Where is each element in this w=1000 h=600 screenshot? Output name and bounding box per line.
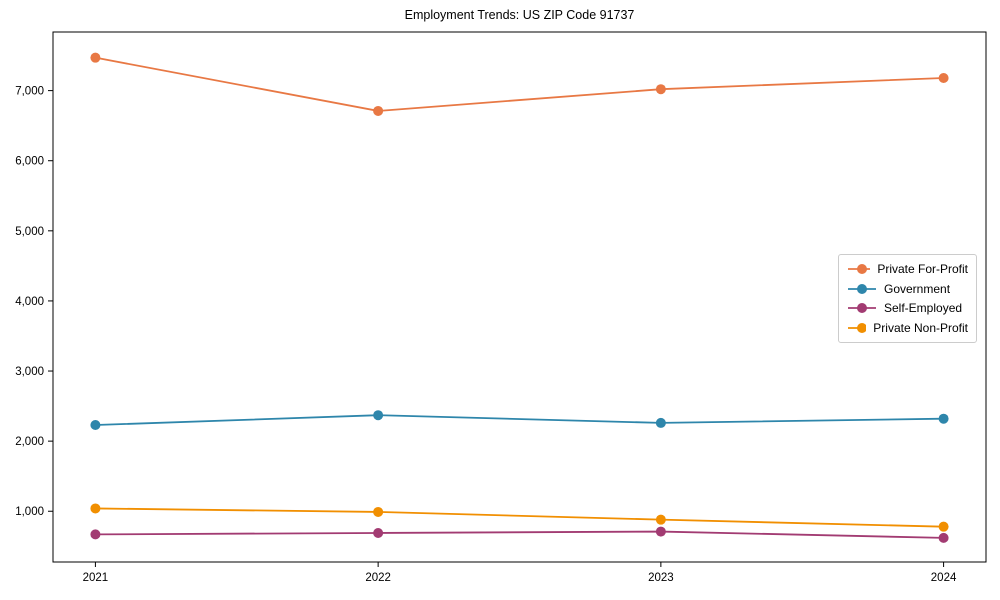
series-line-self-employed — [94, 530, 945, 539]
y-tick-label: 4,000 — [15, 296, 44, 308]
chart-title: Employment Trends: US ZIP Code 91737 — [404, 8, 635, 22]
legend-label: Government — [884, 281, 951, 296]
legend-line-marker-icon — [848, 323, 867, 334]
y-tick-label: 5,000 — [15, 226, 44, 238]
x-tick-label: 2021 — [83, 572, 109, 584]
series-line-private-non-profit — [94, 507, 945, 528]
y-tick-label: 3,000 — [15, 366, 44, 378]
legend-label: Private For-Profit — [877, 261, 968, 276]
series-marker-government — [373, 410, 384, 421]
series-marker-private-for-profit — [373, 105, 384, 116]
series-marker-private-non-profit — [655, 514, 666, 525]
legend-line-marker-icon — [848, 263, 871, 274]
series-marker-self-employed — [655, 526, 666, 537]
legend: Private For-Profit Government Self-Employe… — [838, 254, 977, 343]
y-tick-label: 2,000 — [15, 436, 44, 448]
series-marker-government — [938, 413, 949, 424]
series-marker-private-for-profit — [938, 72, 949, 83]
series-marker-private-non-profit — [373, 506, 384, 517]
legend-item-private-non-profit: Private Non-Profit — [847, 319, 968, 338]
legend-item-government: Government — [847, 279, 968, 298]
series-marker-private-non-profit — [938, 521, 949, 532]
series-marker-self-employed — [373, 527, 384, 538]
y-tick-label: 7,000 — [15, 86, 44, 98]
series-marker-government — [655, 417, 666, 428]
legend-line-marker-icon — [848, 283, 876, 294]
plot-frame — [52, 31, 987, 563]
y-tick-label: 1,000 — [15, 506, 44, 518]
x-tick-label: 2022 — [365, 572, 391, 584]
legend-label: Self-Employed — [884, 301, 963, 316]
legend-label: Private Non-Profit — [873, 321, 968, 336]
series-marker-self-employed — [90, 529, 101, 540]
series-line-government — [94, 414, 945, 426]
series-marker-private-non-profit — [90, 503, 101, 514]
y-tick-label: 6,000 — [15, 156, 44, 168]
series-marker-government — [90, 420, 101, 431]
x-tick-label: 2023 — [648, 572, 674, 584]
series-marker-private-for-profit — [655, 84, 666, 95]
series-line-private-for-profit — [94, 56, 945, 112]
legend-item-private-for-profit: Private For-Profit — [847, 259, 968, 278]
series-marker-private-for-profit — [90, 52, 101, 63]
legend-line-marker-icon — [848, 303, 876, 314]
x-tick-label: 2024 — [931, 572, 957, 584]
legend-item-self-employed: Self-Employed — [847, 299, 968, 318]
series-marker-self-employed — [938, 532, 949, 543]
